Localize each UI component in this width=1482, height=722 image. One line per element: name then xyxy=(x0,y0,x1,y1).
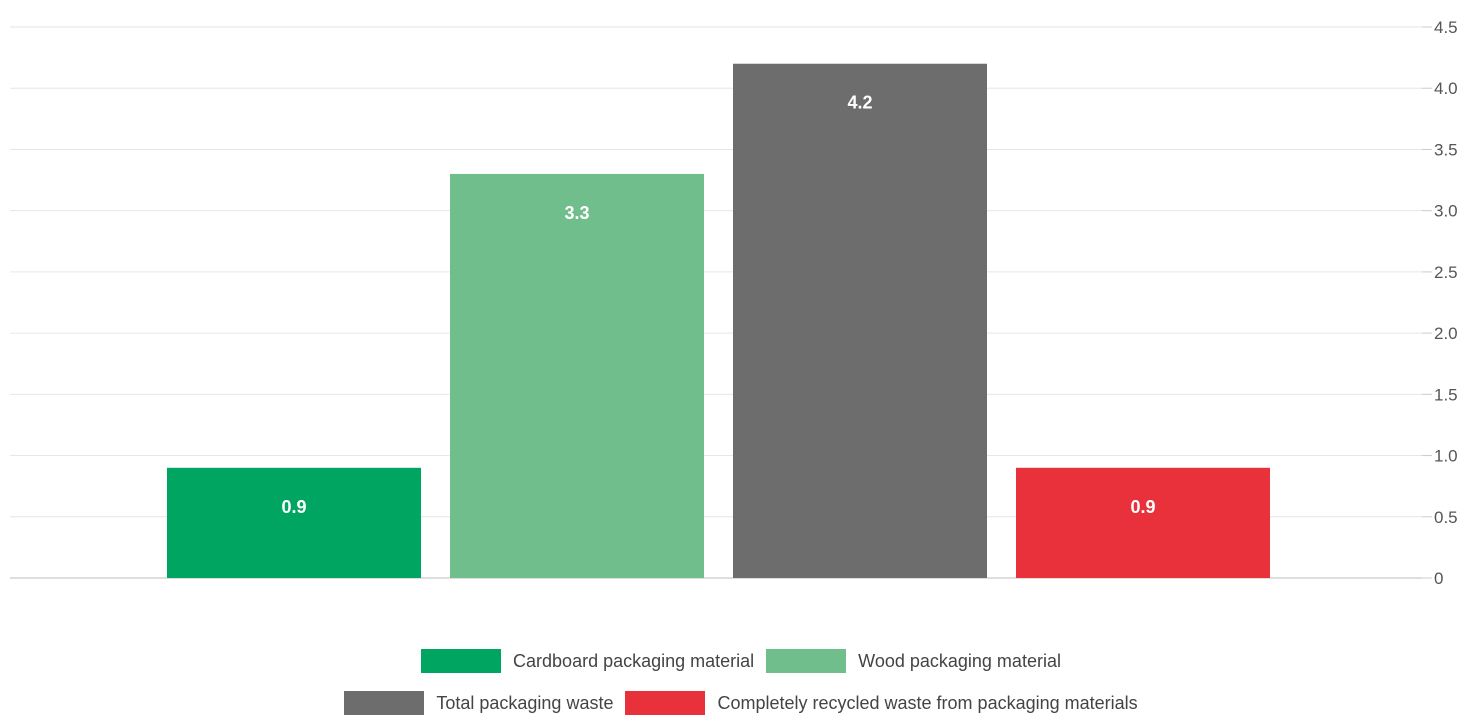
bar-chart: 0.9 3.3 4.2 0.9 0 0.5 1.0 1.5 2.0 2.5 3.0 3.5 4.0 4.… xyxy=(10,18,1458,588)
legend-swatch xyxy=(625,691,706,715)
legend-label: Wood packaging material xyxy=(858,650,1061,671)
y-axis-ticks: 0 0.5 1.0 1.5 2.0 2.5 3.0 3.5 4.0 4.5 xyxy=(1422,18,1458,588)
bar xyxy=(733,63,987,578)
legend-swatch xyxy=(766,649,847,673)
legend: Cardboard packaging material Wood packagi… xyxy=(0,648,1482,716)
y-tick-label: 2.0 xyxy=(1434,324,1458,343)
legend-label: Cardboard packaging material xyxy=(513,650,755,671)
legend-item[interactable]: Cardboard packaging material xyxy=(421,648,754,674)
legend-item[interactable]: Completely recycled waste from packaging… xyxy=(625,690,1138,716)
legend-swatch xyxy=(421,649,502,673)
bar xyxy=(450,173,704,578)
legend-label: Total packaging waste xyxy=(436,692,614,713)
bar-value-label: 3.3 xyxy=(564,203,589,223)
y-tick-label: 1.5 xyxy=(1434,385,1458,404)
y-tick-label: 3.0 xyxy=(1434,202,1458,221)
y-tick-label: 0 xyxy=(1434,569,1443,588)
bar-value-label: 0.9 xyxy=(1130,497,1155,517)
y-tick-label: 4.0 xyxy=(1434,79,1458,98)
bar-value-label: 4.2 xyxy=(847,93,872,113)
data-labels: 0.9 3.3 4.2 0.9 xyxy=(281,93,1155,517)
y-tick-label: 1.0 xyxy=(1434,447,1458,466)
y-tick-label: 2.5 xyxy=(1434,263,1458,282)
bars xyxy=(167,63,1270,578)
legend-label: Completely recycled waste from packaging… xyxy=(717,692,1138,713)
bar xyxy=(167,467,421,578)
legend-item[interactable]: Wood packaging material xyxy=(766,648,1061,674)
y-tick-label: 4.5 xyxy=(1434,18,1458,37)
bar xyxy=(1016,467,1270,578)
y-tick-label: 0.5 xyxy=(1434,508,1458,527)
y-tick-label: 3.5 xyxy=(1434,140,1458,159)
legend-swatch xyxy=(344,691,425,715)
legend-item[interactable]: Total packaging waste xyxy=(344,690,613,716)
bar-value-label: 0.9 xyxy=(281,497,306,517)
